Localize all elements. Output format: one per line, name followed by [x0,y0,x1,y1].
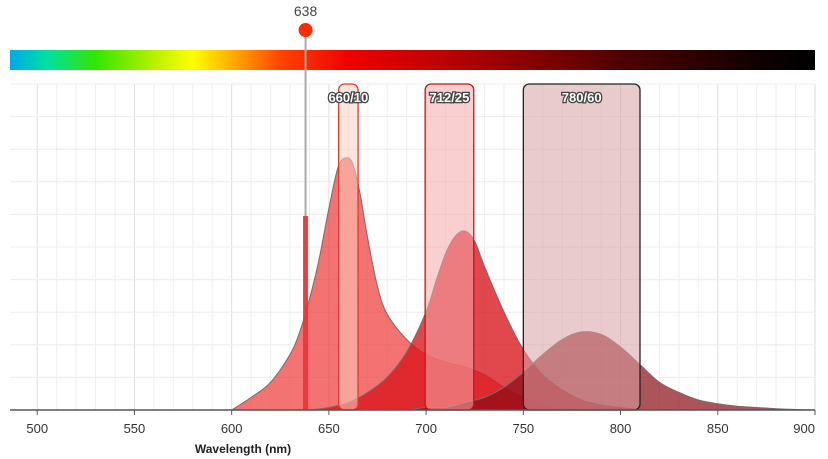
laser-label: 638 [294,3,318,19]
filter-band[interactable] [522,83,641,411]
spectrum-color-bar [10,50,815,70]
x-tick-label: 800 [610,421,632,436]
x-axis-title: Wavelength (nm) [195,442,291,456]
x-tick-label: 900 [793,421,815,436]
x-tick-label: 750 [512,421,534,436]
x-tick-label: 550 [124,421,146,436]
x-tick-label: 600 [221,421,243,436]
x-tick-label: 650 [318,421,340,436]
laser-handle[interactable] [298,23,313,37]
x-tick-label: 850 [707,421,729,436]
filter-band[interactable] [424,83,475,411]
filter-712-25[interactable]: 712/25 [424,83,475,411]
x-tick-label: 700 [415,421,437,436]
x-tick-label: 500 [26,421,48,436]
filter-band[interactable] [337,83,359,411]
laser-marker[interactable]: 638 [294,3,318,410]
filter-780-60[interactable]: 780/60 [522,83,641,411]
laser-excitation-bar [303,215,309,410]
filter-label: 660/10 [328,90,368,105]
filter-bands[interactable]: 660/10 712/25 780/60 [327,83,641,411]
filter-660-10[interactable]: 660/10 [327,83,370,411]
filter-label: 780/60 [562,90,602,105]
filter-label: 712/25 [430,90,470,105]
x-axis: 500 550 600 650 700 750 800 850 900 [10,409,816,436]
